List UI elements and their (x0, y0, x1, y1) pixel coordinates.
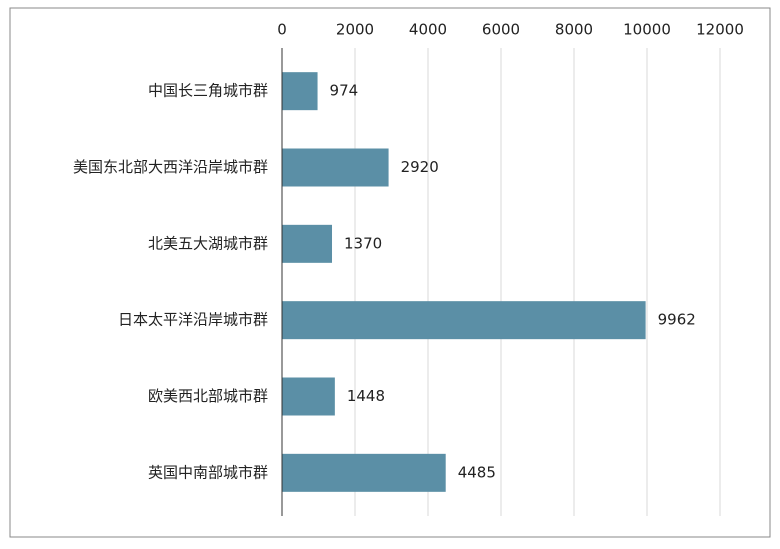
y-tick-label: 英国中南部城市群 (148, 463, 268, 481)
bar (282, 453, 446, 492)
bar (282, 301, 646, 340)
data-label: 974 (330, 82, 359, 100)
data-label: 1370 (344, 234, 382, 252)
data-label: 2920 (401, 158, 439, 176)
bar (282, 377, 335, 416)
x-tick-label: 4000 (409, 21, 447, 39)
data-label: 9962 (658, 311, 696, 329)
data-label: 1448 (347, 387, 385, 405)
x-tick-label: 10000 (623, 21, 671, 39)
y-tick-label: 中国长三角城市群 (148, 82, 268, 100)
bar (282, 72, 318, 111)
bar (282, 148, 389, 187)
x-tick-label: 12000 (696, 21, 744, 39)
chart-border (9, 7, 771, 538)
y-tick-label: 北美五大湖城市群 (148, 234, 268, 252)
y-tick-label: 日本太平洋沿岸城市群 (118, 311, 268, 329)
x-tick-label: 6000 (482, 21, 520, 39)
x-tick-label: 2000 (336, 21, 374, 39)
data-label: 4485 (458, 463, 496, 481)
y-tick-label: 欧美西北部城市群 (148, 387, 268, 405)
y-tick-label: 美国东北部大西洋沿岸城市群 (73, 158, 268, 176)
x-tick-label: 0 (277, 21, 287, 39)
x-tick-label: 8000 (555, 21, 593, 39)
bar (282, 224, 333, 263)
